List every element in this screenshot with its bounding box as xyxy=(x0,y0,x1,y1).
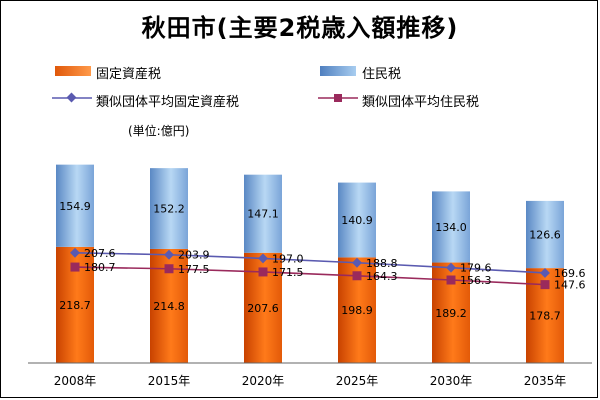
bar-resident-tax-3 xyxy=(338,182,376,258)
avg-resident-tax-point-3 xyxy=(352,271,362,281)
avg-resident-tax-point-0 xyxy=(70,262,80,272)
avg-fixed-asset-tax-label-1: 203.9 xyxy=(178,249,210,262)
legend-label-avg-fixed-asset-tax: 類似団体平均固定資産税 xyxy=(96,95,240,110)
legend-line-avg-fixed-asset-tax xyxy=(52,92,92,103)
x-tick-label-1: 2015年 xyxy=(148,374,191,388)
avg-fixed-asset-tax-label-2: 197.0 xyxy=(272,252,304,265)
data-label-resident-tax-3: 140.9 xyxy=(341,214,373,227)
avg-resident-tax-label-5: 147.6 xyxy=(554,279,586,292)
data-label-fixed-asset-tax-1: 214.8 xyxy=(153,300,185,313)
x-tick-label-3: 2025年 xyxy=(336,374,379,388)
bar-resident-tax-2 xyxy=(244,174,282,253)
avg-resident-tax-label-0: 180.7 xyxy=(84,261,116,274)
legend-label-resident-tax: 住民税 xyxy=(362,67,402,82)
avg-resident-tax-label-2: 171.5 xyxy=(272,266,304,279)
avg-resident-tax-point-4 xyxy=(446,275,456,285)
avg-fixed-asset-tax-label-0: 207.6 xyxy=(84,247,116,260)
avg-fixed-asset-tax-label-3: 188.8 xyxy=(366,257,398,270)
avg-resident-tax-point-1 xyxy=(164,264,174,274)
data-label-fixed-asset-tax-0: 218.7 xyxy=(59,299,91,312)
avg-resident-tax-line xyxy=(74,266,546,286)
avg-fixed-asset-tax-point-2 xyxy=(258,253,268,264)
avg-fixed-asset-tax-label-5: 169.6 xyxy=(554,267,586,280)
unit-label: (単位:億円) xyxy=(128,124,190,138)
bar-resident-tax-0 xyxy=(56,164,94,247)
x-tick-label-2: 2020年 xyxy=(242,374,285,388)
avg-fixed-asset-tax-point-5 xyxy=(540,268,550,278)
data-label-fixed-asset-tax-4: 189.2 xyxy=(435,307,467,320)
data-label-resident-tax-1: 152.2 xyxy=(153,203,185,216)
legend-label-fixed-asset-tax: 固定資産税 xyxy=(96,67,162,82)
avg-resident-tax-point-5 xyxy=(540,280,550,290)
x-tick-label-4: 2030年 xyxy=(430,374,473,388)
x-tick-label-0: 2008年 xyxy=(54,374,97,388)
data-label-resident-tax-5: 126.6 xyxy=(529,229,561,242)
bar-resident-tax-1 xyxy=(150,168,188,249)
avg-resident-tax-label-4: 156.3 xyxy=(460,274,492,287)
avg-fixed-asset-tax-point-3 xyxy=(352,257,362,268)
legend-swatch-resident-tax xyxy=(320,66,356,76)
data-label-fixed-asset-tax-3: 198.9 xyxy=(341,304,373,317)
data-label-fixed-asset-tax-5: 178.7 xyxy=(529,310,561,323)
legend-label-avg-resident-tax: 類似団体平均住民税 xyxy=(362,95,480,110)
avg-resident-tax-label-1: 177.5 xyxy=(178,263,210,276)
data-label-resident-tax-0: 154.9 xyxy=(59,200,91,213)
avg-fixed-asset-tax-point-0 xyxy=(70,247,80,258)
bar-resident-tax-5 xyxy=(526,200,564,269)
bar-resident-tax-4 xyxy=(432,191,470,263)
avg-resident-tax-label-3: 164.3 xyxy=(366,270,398,283)
data-label-fixed-asset-tax-2: 207.6 xyxy=(247,302,279,315)
avg-fixed-asset-tax-line xyxy=(74,251,546,274)
x-tick-label-5: 2035年 xyxy=(524,374,567,388)
data-label-resident-tax-4: 134.0 xyxy=(435,221,467,234)
avg-fixed-asset-tax-point-4 xyxy=(446,262,456,273)
chart-title: 秋田市(主要2税歳入額推移) xyxy=(141,14,459,42)
avg-fixed-asset-tax-label-4: 179.6 xyxy=(460,262,492,275)
legend-swatch-fixed-asset-tax xyxy=(55,66,91,76)
legend-line-avg-resident-tax xyxy=(318,94,358,102)
avg-fixed-asset-tax-point-1 xyxy=(164,249,174,260)
avg-resident-tax-point-2 xyxy=(258,267,268,277)
data-label-resident-tax-2: 147.1 xyxy=(247,208,279,221)
